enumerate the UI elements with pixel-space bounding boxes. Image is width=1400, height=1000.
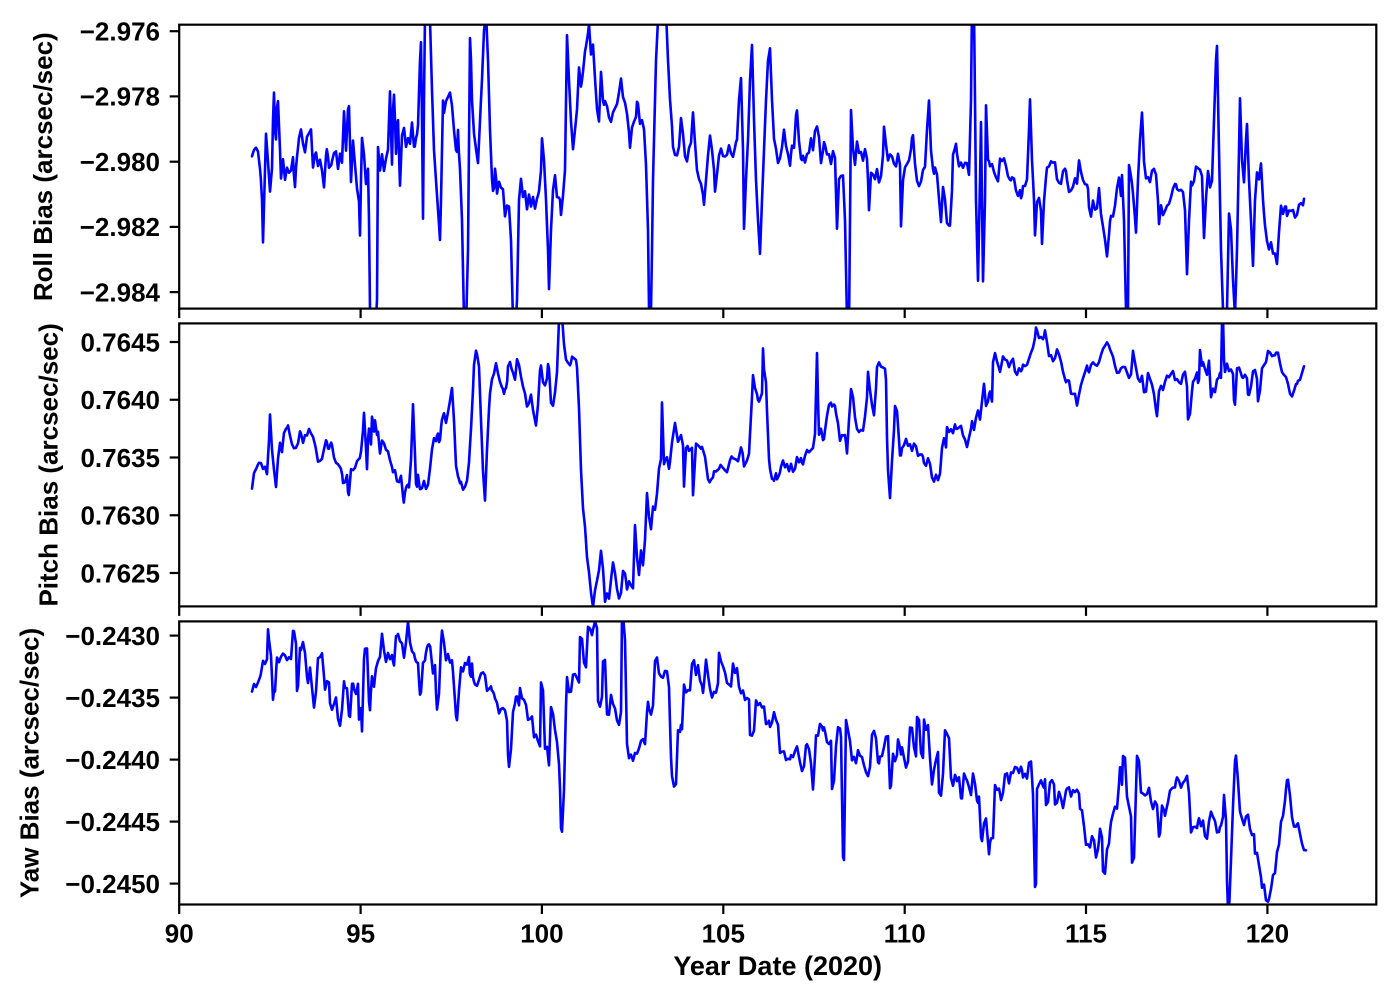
- svg-text:90: 90: [165, 919, 194, 949]
- svg-text:100: 100: [520, 919, 563, 949]
- svg-text:Pitch Bias (arcsec/sec): Pitch Bias (arcsec/sec): [34, 323, 64, 606]
- svg-text:105: 105: [702, 919, 745, 949]
- svg-text:−2.978: −2.978: [80, 82, 160, 112]
- svg-text:−2.984: −2.984: [80, 277, 161, 307]
- svg-text:120: 120: [1246, 919, 1289, 949]
- svg-text:Roll Bias (arcsec/sec): Roll Bias (arcsec/sec): [28, 32, 58, 301]
- svg-text:−2.980: −2.980: [80, 147, 160, 177]
- svg-text:95: 95: [346, 919, 375, 949]
- svg-text:115: 115: [1065, 919, 1107, 949]
- svg-text:−0.2450: −0.2450: [65, 869, 160, 899]
- svg-text:0.7630: 0.7630: [80, 501, 160, 531]
- svg-text:−2.976: −2.976: [80, 17, 160, 47]
- svg-text:0.7625: 0.7625: [80, 558, 160, 588]
- svg-text:Yaw Bias (arcsec/sec): Yaw Bias (arcsec/sec): [15, 628, 45, 898]
- svg-text:−0.2430: −0.2430: [65, 621, 160, 651]
- svg-text:−2.982: −2.982: [80, 212, 160, 242]
- svg-text:0.7635: 0.7635: [80, 443, 160, 473]
- svg-text:110: 110: [884, 919, 926, 949]
- svg-text:−0.2445: −0.2445: [65, 807, 160, 837]
- svg-text:−0.2440: −0.2440: [65, 745, 160, 775]
- svg-text:Year Date (2020): Year Date (2020): [673, 951, 882, 981]
- svg-text:0.7645: 0.7645: [80, 327, 160, 357]
- svg-text:0.7640: 0.7640: [80, 385, 160, 415]
- svg-text:−0.2435: −0.2435: [65, 683, 160, 713]
